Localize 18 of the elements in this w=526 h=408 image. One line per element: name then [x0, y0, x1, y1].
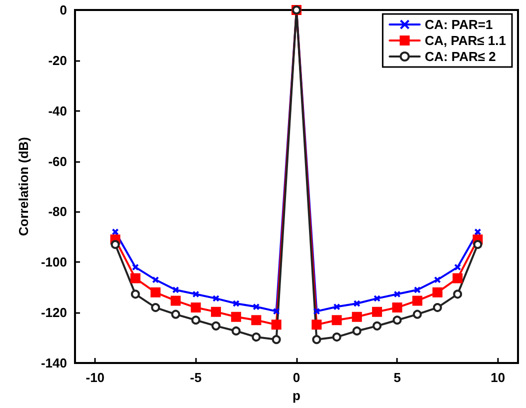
- y-tick-label: -140: [40, 356, 67, 370]
- x-tick-label: 0: [292, 370, 300, 385]
- y-tick-label: -120: [40, 305, 67, 320]
- x-tick-label: -10: [86, 370, 105, 385]
- y-tick-label: 0: [60, 2, 67, 18]
- y-tick-label: -40: [48, 103, 67, 118]
- y-tick-label: -80: [48, 204, 67, 220]
- x-axis-title: p: [292, 388, 301, 403]
- y-tick-label: -60: [48, 154, 67, 169]
- legend-label: CA, PAR≤ 1.1: [424, 33, 506, 48]
- y-tick-label: -100: [40, 254, 67, 270]
- y-axis-title: Correlation (dB): [16, 137, 31, 236]
- x-tick-label: -5: [190, 370, 202, 385]
- x-tick-label: 10: [490, 370, 506, 385]
- x-tick-label: 5: [394, 370, 401, 385]
- y-tick-label: -20: [48, 52, 67, 68]
- legend-label: CA: PAR=1: [424, 17, 493, 32]
- legend-label: CA: PAR≤ 2: [424, 49, 496, 64]
